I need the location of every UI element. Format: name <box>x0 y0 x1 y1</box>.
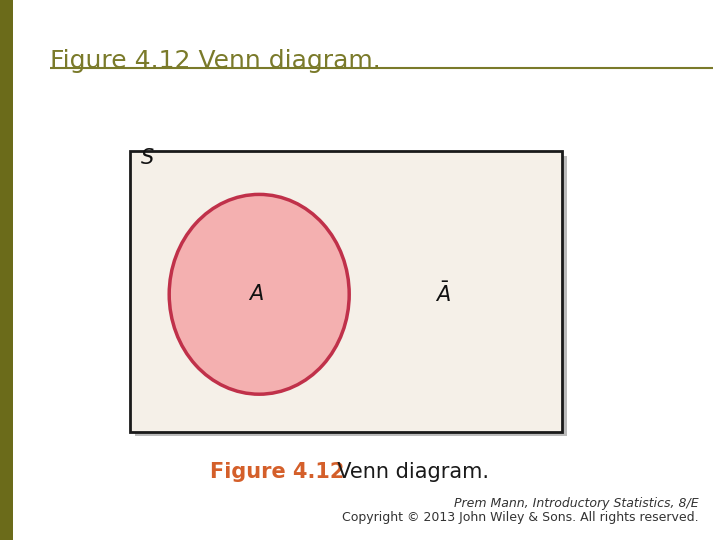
Text: Figure 4.12: Figure 4.12 <box>210 462 344 483</box>
FancyBboxPatch shape <box>130 151 562 432</box>
Text: $S$: $S$ <box>140 148 155 168</box>
Text: $A$: $A$ <box>248 284 264 305</box>
Text: Copyright © 2013 John Wiley & Sons. All rights reserved.: Copyright © 2013 John Wiley & Sons. All … <box>342 511 698 524</box>
Text: Figure 4.12 Venn diagram.: Figure 4.12 Venn diagram. <box>50 49 381 72</box>
Ellipse shape <box>169 194 349 394</box>
Text: Prem Mann, Introductory Statistics, 8/E: Prem Mann, Introductory Statistics, 8/E <box>454 497 698 510</box>
FancyBboxPatch shape <box>135 156 567 436</box>
Text: $\bar{A}$: $\bar{A}$ <box>435 282 451 306</box>
Text: Venn diagram.: Venn diagram. <box>324 462 490 483</box>
